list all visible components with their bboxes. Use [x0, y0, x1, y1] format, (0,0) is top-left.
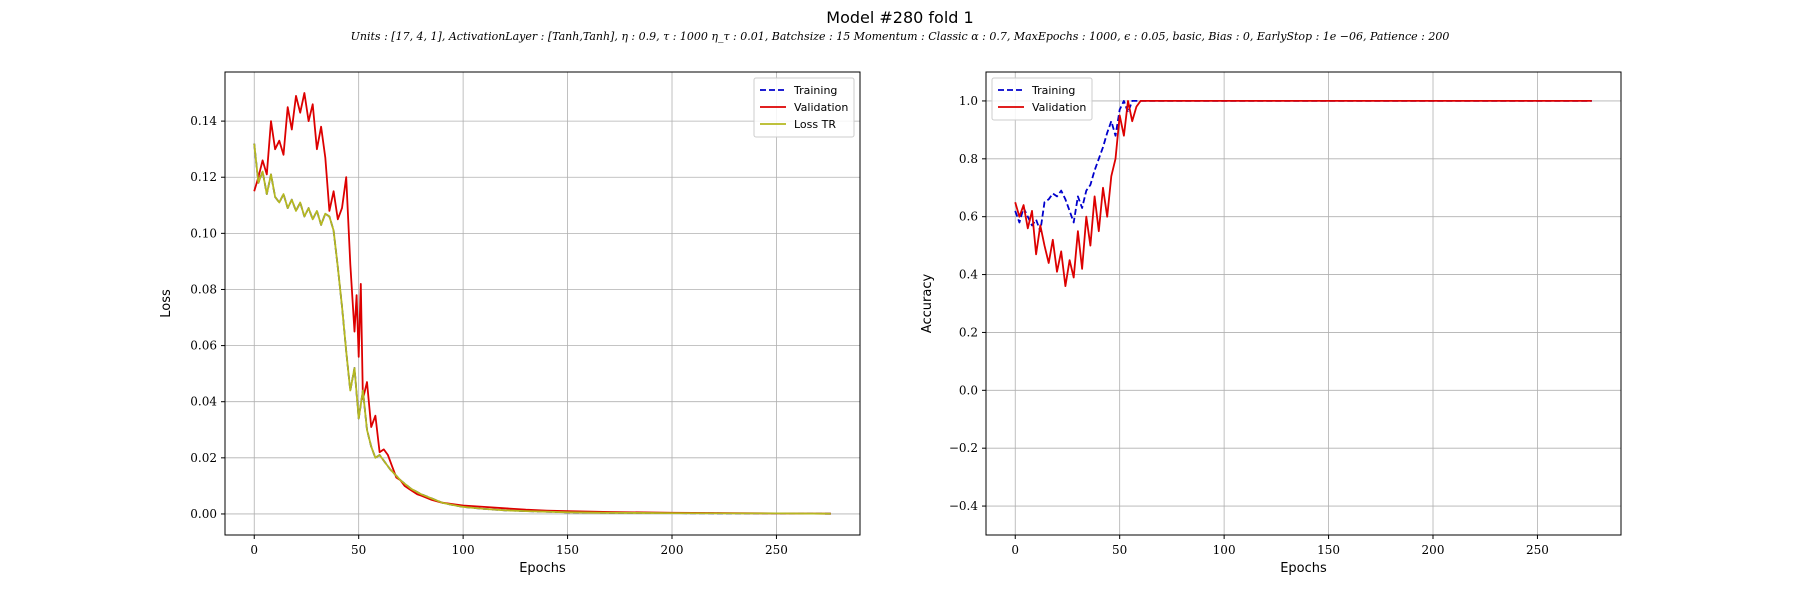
loss-legend-box: [753, 77, 855, 138]
accuracy-series-validation: [1014, 100, 1592, 288]
loss-ytick-label-5: 0.10: [190, 226, 217, 240]
loss-ytick-label-2: 0.04: [190, 395, 217, 409]
accuracy-plot-frame: [985, 71, 1622, 536]
loss-series-loss-tr: [253, 143, 831, 515]
loss-ytick-label-0: 0.00: [190, 507, 217, 521]
loss-ytick-label-4: 0.08: [190, 282, 217, 296]
accuracy-ytick-label-3: 0.2: [959, 325, 978, 339]
accuracy-series-training: [1014, 100, 1592, 233]
figure-title: Model #280 fold 1: [826, 8, 974, 27]
accuracy-xlabel: Epochs: [1280, 561, 1327, 576]
accuracy-ytick-label-0: −0.4: [949, 499, 979, 513]
loss-xtick-label-3: 150: [556, 543, 579, 557]
loss-xtick-label-0: 0: [250, 543, 258, 557]
figure-subtitle: Units : [17, 4, 1], ActivationLayer : [T…: [350, 30, 1450, 43]
loss-ytick-label-7: 0.14: [190, 114, 217, 128]
loss-legend-label-2: Loss TR: [794, 118, 836, 131]
loss-plot-frame: [224, 71, 861, 536]
loss-legend-label-0: Training: [793, 84, 837, 97]
accuracy-ytick-label-5: 0.6: [959, 210, 978, 224]
accuracy-legend-label-1: Validation: [1032, 101, 1086, 114]
accuracy-chart: 0 50 100 150 200 250 −0.4 −0.2 0.0 0.2 0.4 0.6 0.8 1.…: [920, 71, 1622, 576]
accuracy-xtick-label-5: 250: [1526, 543, 1549, 557]
accuracy-xtick-label-1: 50: [1112, 543, 1127, 557]
loss-ylabel: Loss: [159, 289, 174, 318]
loss-xtick-label-4: 200: [661, 543, 684, 557]
accuracy-ytick-label-6: 0.8: [959, 152, 978, 166]
accuracy-ytick-label-7: 1.0: [959, 94, 978, 108]
accuracy-ytick-label-2: 0.0: [959, 383, 978, 397]
accuracy-xtick-label-3: 150: [1317, 543, 1340, 557]
accuracy-ytick-label-4: 0.4: [959, 268, 978, 282]
loss-legend-label-1: Validation: [794, 101, 848, 114]
loss-ytick-label-3: 0.06: [190, 339, 217, 353]
accuracy-ylabel: Accuracy: [920, 274, 935, 334]
loss-chart: 0 50 100 150 200 250 0.00 0.02 0.04 0.06 0.08 0.10 0…: [159, 71, 861, 576]
accuracy-xtick-label-0: 0: [1011, 543, 1019, 557]
accuracy-legend-box: [991, 77, 1093, 121]
loss-xtick-label-5: 250: [765, 543, 788, 557]
loss-series-validation: [253, 92, 831, 515]
loss-ytick-label-6: 0.12: [190, 170, 217, 184]
accuracy-ytick-label-1: −0.2: [949, 441, 978, 455]
accuracy-xtick-label-4: 200: [1422, 543, 1445, 557]
loss-ytick-label-1: 0.02: [190, 451, 217, 465]
loss-xtick-label-2: 100: [452, 543, 475, 557]
loss-xlabel: Epochs: [519, 561, 566, 576]
accuracy-xtick-label-2: 100: [1213, 543, 1236, 557]
loss-xtick-label-1: 50: [351, 543, 366, 557]
accuracy-legend-label-0: Training: [1031, 84, 1075, 97]
